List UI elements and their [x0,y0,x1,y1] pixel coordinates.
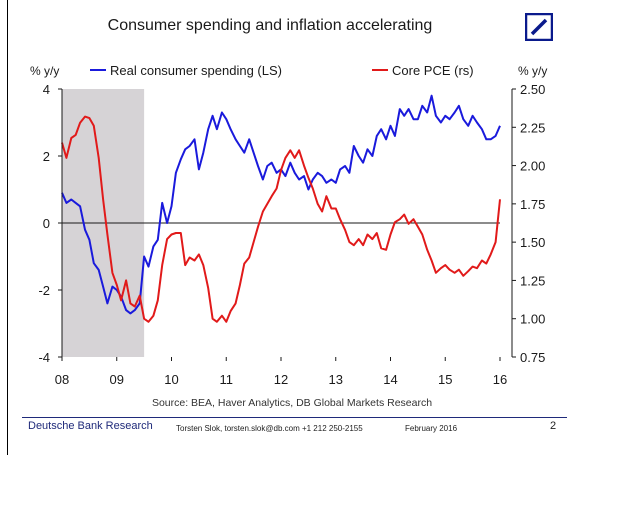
chart-source: Source: BEA, Haver Analytics, DB Global … [152,397,432,409]
x-tick-label: 13 [329,372,343,387]
footer-page-number: 2 [550,420,557,432]
footer-rule [22,417,567,418]
legend: Real consumer spending (LS) Core PCE (rs… [90,63,474,78]
right-tick-label: 1.25 [520,273,545,288]
series-line-core-pce [61,115,501,323]
legend-label-spending: Real consumer spending (LS) [110,63,282,78]
left-tick-label: -4 [38,350,50,365]
right-tick-label: 1.75 [520,197,545,212]
plot-area [61,89,501,357]
footer-contact: Torsten Slok, torsten.slok@db.com +1 212… [176,424,363,433]
right-tick-label: 2.00 [520,159,545,174]
right-tick-label: 1.50 [520,235,545,250]
chart-title: Consumer spending and inflation accelera… [108,17,433,34]
x-tick-label: 16 [493,372,507,387]
right-axis-label: % y/y [518,64,547,78]
footer-brand: Deutsche Bank Research [28,420,153,432]
right-tick-label: 2.25 [520,120,545,135]
legend-label-core-pce: Core PCE (rs) [392,63,474,78]
x-tick-label: 12 [274,372,288,387]
footer-date: February 2016 [405,424,458,433]
deutsche-bank-logo-icon [525,13,553,41]
x-tick-label: 09 [110,372,124,387]
x-tick-label: 08 [55,372,69,387]
right-tick-label: 0.75 [520,350,545,365]
x-tick-label: 11 [220,372,234,387]
left-axis-label: % y/y [30,64,59,78]
x-tick-label: 10 [164,372,178,387]
axes [58,88,516,361]
left-tick-label: 4 [43,82,50,97]
right-tick-label: 2.50 [520,82,545,97]
tick-labels: 4 2 0 -2 -4 2.50 2.25 2.00 1.75 1.50 1.25 1.00 0.75 0… [38,82,545,387]
chart: Consumer spending and inflation accelera… [30,17,547,409]
left-tick-label: 0 [43,216,50,231]
left-tick-label: -2 [38,283,50,298]
x-tick-label: 15 [438,372,452,387]
right-tick-label: 1.00 [520,312,545,327]
left-tick-label: 2 [43,149,50,164]
slide-left-border [7,0,8,455]
x-tick-label: 14 [383,372,397,387]
